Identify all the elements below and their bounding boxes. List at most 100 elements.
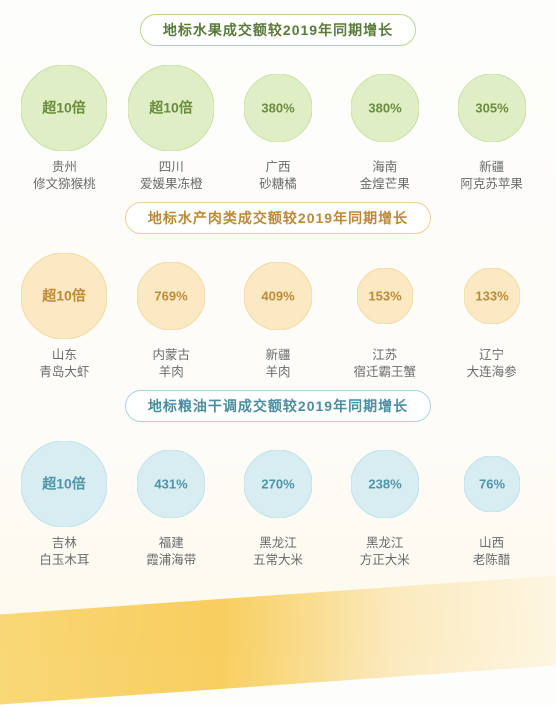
value-text: 409% <box>261 288 295 303</box>
metric-item: 270% 黑龙江五常大米 <box>228 438 329 568</box>
product-label: 爱媛果冻橙 <box>140 177 203 192</box>
product-label: 霞浦海带 <box>146 553 196 568</box>
value-text: 380% <box>261 100 295 115</box>
region-label: 黑龙江 <box>259 536 297 551</box>
blob-wrap: 238% <box>351 438 419 530</box>
product-label: 白玉木耳 <box>39 553 89 568</box>
product-label: 阿克苏苹果 <box>460 177 523 192</box>
value-blob: 270% <box>244 450 312 518</box>
product-label: 羊肉 <box>265 365 290 380</box>
region-label: 山西 <box>479 536 504 551</box>
region-label: 黑龙江 <box>366 536 404 551</box>
blob-wrap: 270% <box>244 438 312 530</box>
metric-item: 238% 黑龙江方正大米 <box>334 438 435 568</box>
value-blob: 超10倍 <box>128 65 214 151</box>
blob-wrap: 305% <box>458 62 526 154</box>
metric-item: 超10倍 四川爱媛果冻橙 <box>121 62 222 192</box>
value-blob: 超10倍 <box>21 253 107 339</box>
blob-wrap: 380% <box>351 62 419 154</box>
section-title: 地标水产肉类成交额较2019年同期增长 <box>125 202 431 234</box>
product-label: 金煌芒果 <box>360 177 410 192</box>
metric-item: 76% 山西老陈醋 <box>441 438 542 568</box>
region-label: 海南 <box>372 160 397 175</box>
blob-wrap: 超10倍 <box>21 250 107 342</box>
section-seafood-meat: 地标水产肉类成交额较2019年同期增长 超10倍 山东青岛大虾 769% 内蒙古… <box>0 202 556 380</box>
region-label: 福建 <box>159 536 184 551</box>
items-row: 超10倍 吉林白玉木耳 431% 福建霞浦海带 270% 黑龙江五常大米 238… <box>0 438 556 568</box>
footer-accent-stripe <box>0 575 556 705</box>
section-grain-oil: 地标粮油干调成交额较2019年同期增长 超10倍 吉林白玉木耳 431% 福建霞… <box>0 390 556 568</box>
region-label: 吉林 <box>52 536 77 551</box>
product-label: 砂糖橘 <box>259 177 297 192</box>
blob-wrap: 153% <box>357 250 413 342</box>
product-label: 羊肉 <box>159 365 184 380</box>
value-text: 238% <box>368 476 402 491</box>
value-text: 431% <box>155 476 189 491</box>
blob-wrap: 133% <box>464 250 520 342</box>
value-text: 超10倍 <box>42 476 87 492</box>
region-label: 四川 <box>159 160 184 175</box>
metric-item: 305% 新疆阿克苏苹果 <box>441 62 542 192</box>
items-row: 超10倍 贵州修文猕猴桃 超10倍 四川爱媛果冻橙 380% 广西砂糖橘 380… <box>0 62 556 192</box>
product-label: 修文猕猴桃 <box>33 177 96 192</box>
blob-wrap: 超10倍 <box>21 62 107 154</box>
region-label: 江苏 <box>372 348 397 363</box>
product-label: 老陈醋 <box>473 553 511 568</box>
blob-wrap: 409% <box>244 250 312 342</box>
metric-item: 超10倍 贵州修文猕猴桃 <box>14 62 115 192</box>
region-label: 辽宁 <box>479 348 504 363</box>
infographic-root: 地标水果成交额较2019年同期增长 超10倍 贵州修文猕猴桃 超10倍 四川爱媛… <box>0 0 556 568</box>
value-text: 305% <box>475 100 509 115</box>
value-blob: 380% <box>244 74 312 142</box>
value-blob: 153% <box>357 268 413 324</box>
blob-wrap: 76% <box>464 438 520 530</box>
section-title: 地标水果成交额较2019年同期增长 <box>140 14 416 46</box>
value-blob: 305% <box>458 74 526 142</box>
value-text: 76% <box>479 476 505 491</box>
value-text: 270% <box>261 476 295 491</box>
blob-wrap: 380% <box>244 62 312 154</box>
metric-item: 409% 新疆羊肉 <box>228 250 329 380</box>
value-blob: 431% <box>137 450 205 518</box>
metric-item: 769% 内蒙古羊肉 <box>121 250 222 380</box>
value-text: 超10倍 <box>42 288 87 304</box>
value-text: 133% <box>475 288 509 303</box>
region-label: 贵州 <box>52 160 77 175</box>
product-label: 青岛大虾 <box>39 365 89 380</box>
value-text: 769% <box>155 288 189 303</box>
metric-item: 431% 福建霞浦海带 <box>121 438 222 568</box>
region-label: 山东 <box>52 348 77 363</box>
value-blob: 769% <box>137 262 205 330</box>
metric-item: 超10倍 吉林白玉木耳 <box>14 438 115 568</box>
value-text: 超10倍 <box>148 100 193 116</box>
section-title: 地标粮油干调成交额较2019年同期增长 <box>125 390 431 422</box>
value-blob: 380% <box>351 74 419 142</box>
product-label: 大连海参 <box>467 365 517 380</box>
items-row: 超10倍 山东青岛大虾 769% 内蒙古羊肉 409% 新疆羊肉 153% 江苏… <box>0 250 556 380</box>
metric-item: 380% 海南金煌芒果 <box>334 62 435 192</box>
region-label: 广西 <box>265 160 290 175</box>
metric-item: 133% 辽宁大连海参 <box>441 250 542 380</box>
value-blob: 409% <box>244 262 312 330</box>
product-label: 五常大米 <box>253 553 303 568</box>
value-blob: 超10倍 <box>21 65 107 151</box>
value-blob: 76% <box>464 456 520 512</box>
region-label: 内蒙古 <box>152 348 190 363</box>
value-text: 153% <box>368 288 402 303</box>
region-label: 新疆 <box>479 160 504 175</box>
region-label: 新疆 <box>265 348 290 363</box>
blob-wrap: 超10倍 <box>128 62 214 154</box>
section-fruits: 地标水果成交额较2019年同期增长 超10倍 贵州修文猕猴桃 超10倍 四川爱媛… <box>0 14 556 192</box>
value-blob: 238% <box>351 450 419 518</box>
metric-item: 超10倍 山东青岛大虾 <box>14 250 115 380</box>
value-blob: 超10倍 <box>21 441 107 527</box>
value-text: 超10倍 <box>42 100 87 116</box>
value-text: 380% <box>368 100 402 115</box>
blob-wrap: 431% <box>137 438 205 530</box>
metric-item: 380% 广西砂糖橘 <box>228 62 329 192</box>
value-blob: 133% <box>464 268 520 324</box>
blob-wrap: 超10倍 <box>21 438 107 530</box>
product-label: 宿迁霸王蟹 <box>354 365 417 380</box>
blob-wrap: 769% <box>137 250 205 342</box>
metric-item: 153% 江苏宿迁霸王蟹 <box>334 250 435 380</box>
